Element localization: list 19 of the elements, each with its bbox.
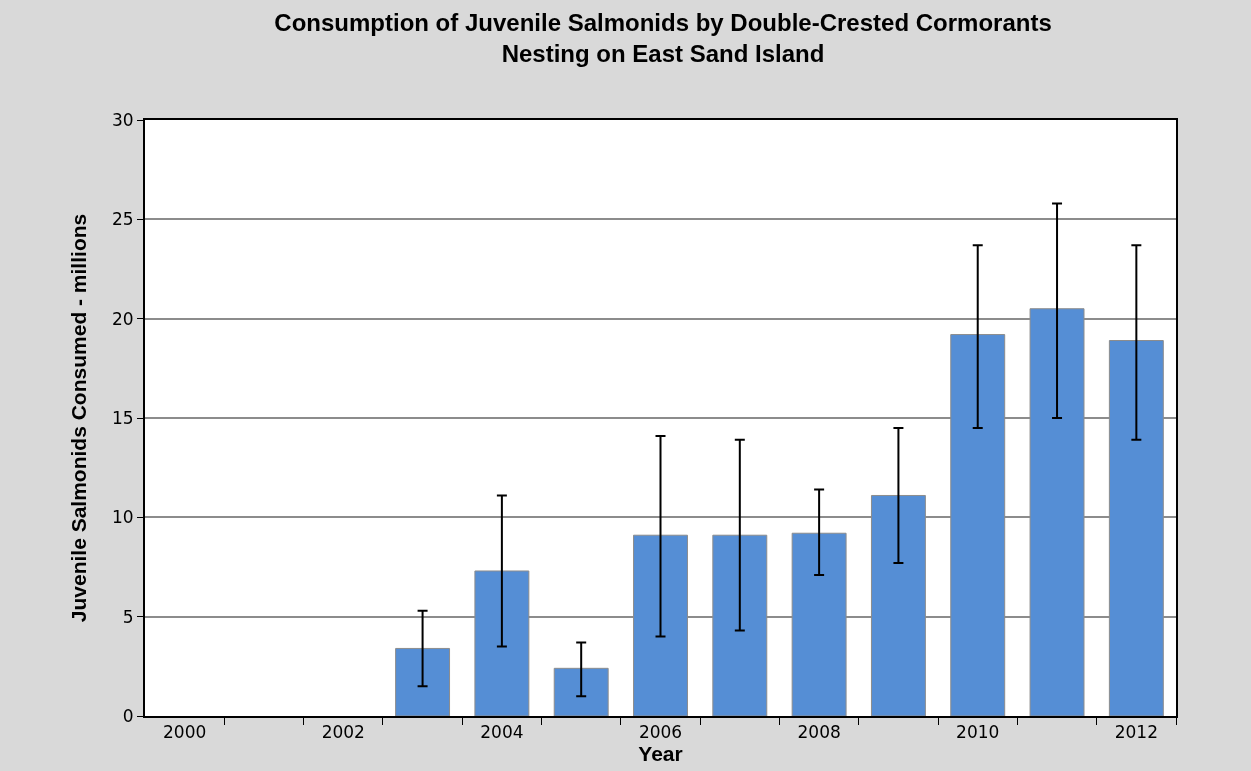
y-tick-label: 0	[122, 705, 134, 726]
y-tick-label: 30	[111, 109, 134, 130]
x-tick-label: 2010	[956, 722, 1000, 743]
x-tick-label: 2006	[638, 722, 683, 743]
bar	[553, 667, 609, 716]
bar	[395, 647, 451, 716]
y-tick-label: 5	[122, 606, 134, 627]
x-tick-label: 2012	[1114, 722, 1158, 743]
x-tick-label: 2000	[163, 722, 207, 743]
x-tick-label: 2008	[797, 722, 841, 743]
y-tick-label: 15	[111, 407, 134, 428]
y-tick-label: 10	[111, 507, 134, 528]
x-tick-label: 2004	[480, 722, 524, 743]
x-axis-title: Year	[638, 742, 683, 766]
y-tick-label: 25	[111, 209, 134, 230]
y-axis-title: Juvenile Salmonids Consumed - millions	[66, 213, 90, 623]
chart-title: Consumption of Juvenile Salmonids by Double-Crested Cormorants Nesting on East Sand Island	[274, 8, 1052, 68]
x-tick-label: 2002	[321, 722, 365, 743]
y-tick-label: 20	[111, 308, 134, 329]
